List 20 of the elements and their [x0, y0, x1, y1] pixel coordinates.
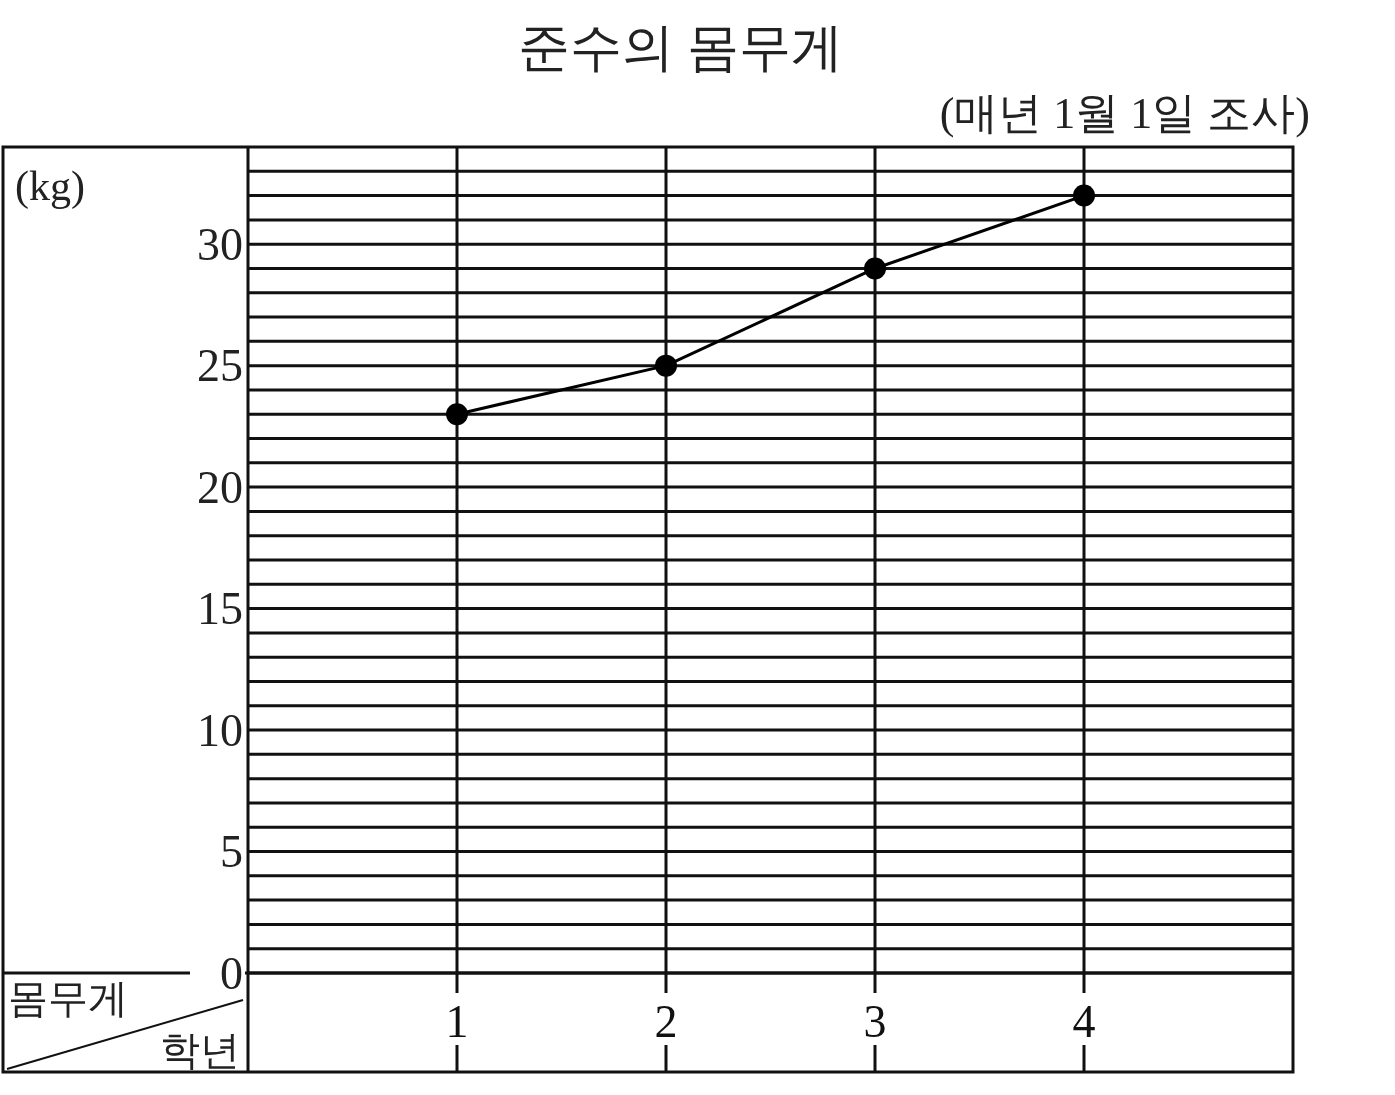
- x-tick-label: 1: [445, 996, 469, 1047]
- y-tick-label: 15: [197, 583, 243, 635]
- point: [864, 257, 886, 280]
- point: [655, 354, 677, 377]
- text: 몸무게: [8, 976, 128, 1021]
- chart-subtitle: (매년 1월 1일 조사): [939, 89, 1310, 138]
- y-tick-label: 5: [220, 826, 243, 878]
- x-tick-label: 4: [1072, 996, 1096, 1047]
- point: [446, 403, 468, 426]
- x-tick-label: 2: [654, 996, 678, 1047]
- y-tick-label: 10: [197, 704, 243, 756]
- y-tick-label: 30: [197, 218, 243, 270]
- chart-title: 준수의 몸무게: [517, 19, 843, 76]
- y-tick-label: 25: [197, 340, 243, 392]
- x-axis-title: 학년: [160, 1028, 240, 1073]
- point: [1073, 184, 1095, 207]
- x-tick-label: 3: [863, 996, 887, 1047]
- y-tick-label: 0: [220, 947, 243, 999]
- y-tick-label: 20: [197, 461, 243, 513]
- y-axis-title: (kg): [15, 163, 85, 210]
